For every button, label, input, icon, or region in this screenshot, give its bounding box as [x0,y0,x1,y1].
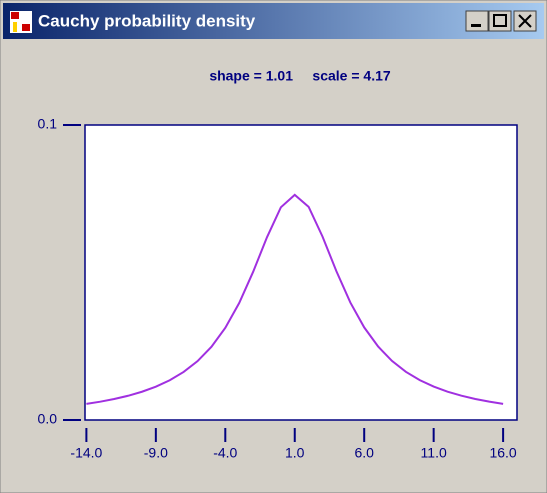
x-tick-label: -9.0 [144,445,168,461]
x-tick-label: -4.0 [213,445,237,461]
x-tick-label: 1.0 [285,445,305,461]
x-tick-label: 11.0 [421,445,447,461]
density-line [86,193,504,405]
title-bar [3,3,544,39]
minimize-button[interactable] [465,10,489,32]
chart-subtitle: shape = 1.01 scale = 4.17 [209,68,391,84]
x-tick-label: 6.0 [354,445,374,461]
window-title: Cauchy probability density [38,11,256,30]
close-button[interactable] [513,10,537,32]
x-tick-label: 16.0 [489,445,516,461]
plot-area [84,124,518,421]
y-tick-label: 0.0 [38,411,58,427]
y-tick-label: 0.1 [38,116,58,132]
app-icon [10,11,32,33]
maximize-button[interactable] [488,10,512,32]
x-tick-label: -14.0 [70,445,102,461]
